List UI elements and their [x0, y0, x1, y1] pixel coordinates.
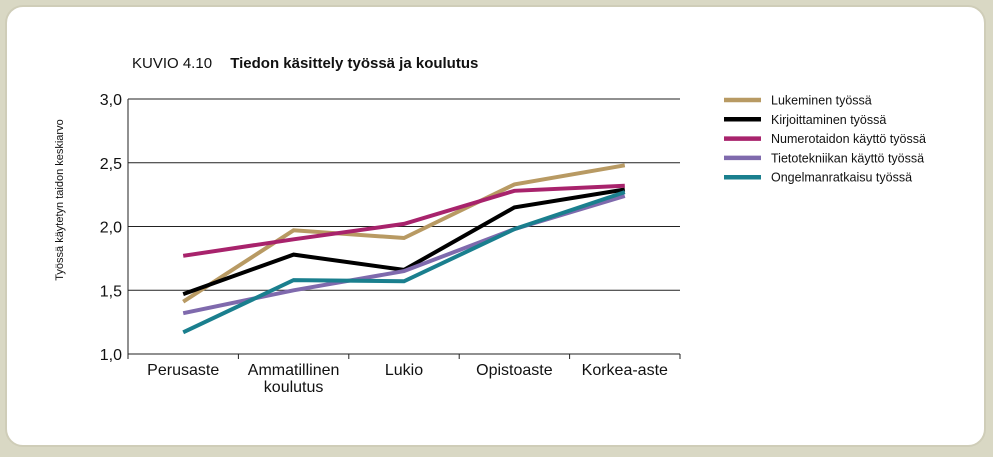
x-tick-label: Opistoaste: [476, 362, 553, 379]
y-tick-labels: 1,0 1,5 2,0 2,5 3,0: [100, 92, 122, 364]
legend-label: Ongelmanratkaisu työssä: [771, 171, 912, 185]
series-line-0: [182, 163, 626, 304]
legend-label: Numerotaidon käyttö työssä: [771, 132, 926, 146]
x-tick-label: Ammatillinen: [248, 362, 340, 379]
legend-label: Tietotekniikan käyttö työssä: [771, 151, 924, 165]
x-tick-label: Lukio: [385, 362, 423, 379]
figure-title-row: KUVIO 4.10 Tiedon käsittely työssä ja ko…: [132, 55, 478, 72]
legend: Lukeminen työssä Kirjoittaminen työssä Num…: [724, 94, 926, 185]
x-tick-label: Korkea-aste: [582, 362, 668, 379]
y-tick-label: 1,5: [100, 283, 122, 300]
series-line-1: [182, 187, 626, 296]
y-tick-label: 3,0: [100, 92, 122, 109]
x-tick-label: Perusaste: [147, 362, 219, 379]
legend-label: Kirjoittaminen työssä: [771, 113, 886, 127]
y-tick-label: 2,5: [100, 156, 122, 173]
series-lines: [182, 163, 626, 335]
figure-label: KUVIO 4.10: [132, 55, 213, 72]
gridlines: [127, 98, 681, 359]
series-line-4: [182, 190, 626, 335]
figure-title: Tiedon käsittely työssä ja koulutus: [230, 55, 479, 72]
legend-label: Lukeminen työssä: [771, 94, 872, 108]
x-tick-label: koulutus: [264, 379, 324, 396]
y-tick-label: 1,0: [100, 347, 122, 364]
y-tick-label: 2,0: [100, 220, 122, 237]
series-line-2: [182, 183, 625, 258]
